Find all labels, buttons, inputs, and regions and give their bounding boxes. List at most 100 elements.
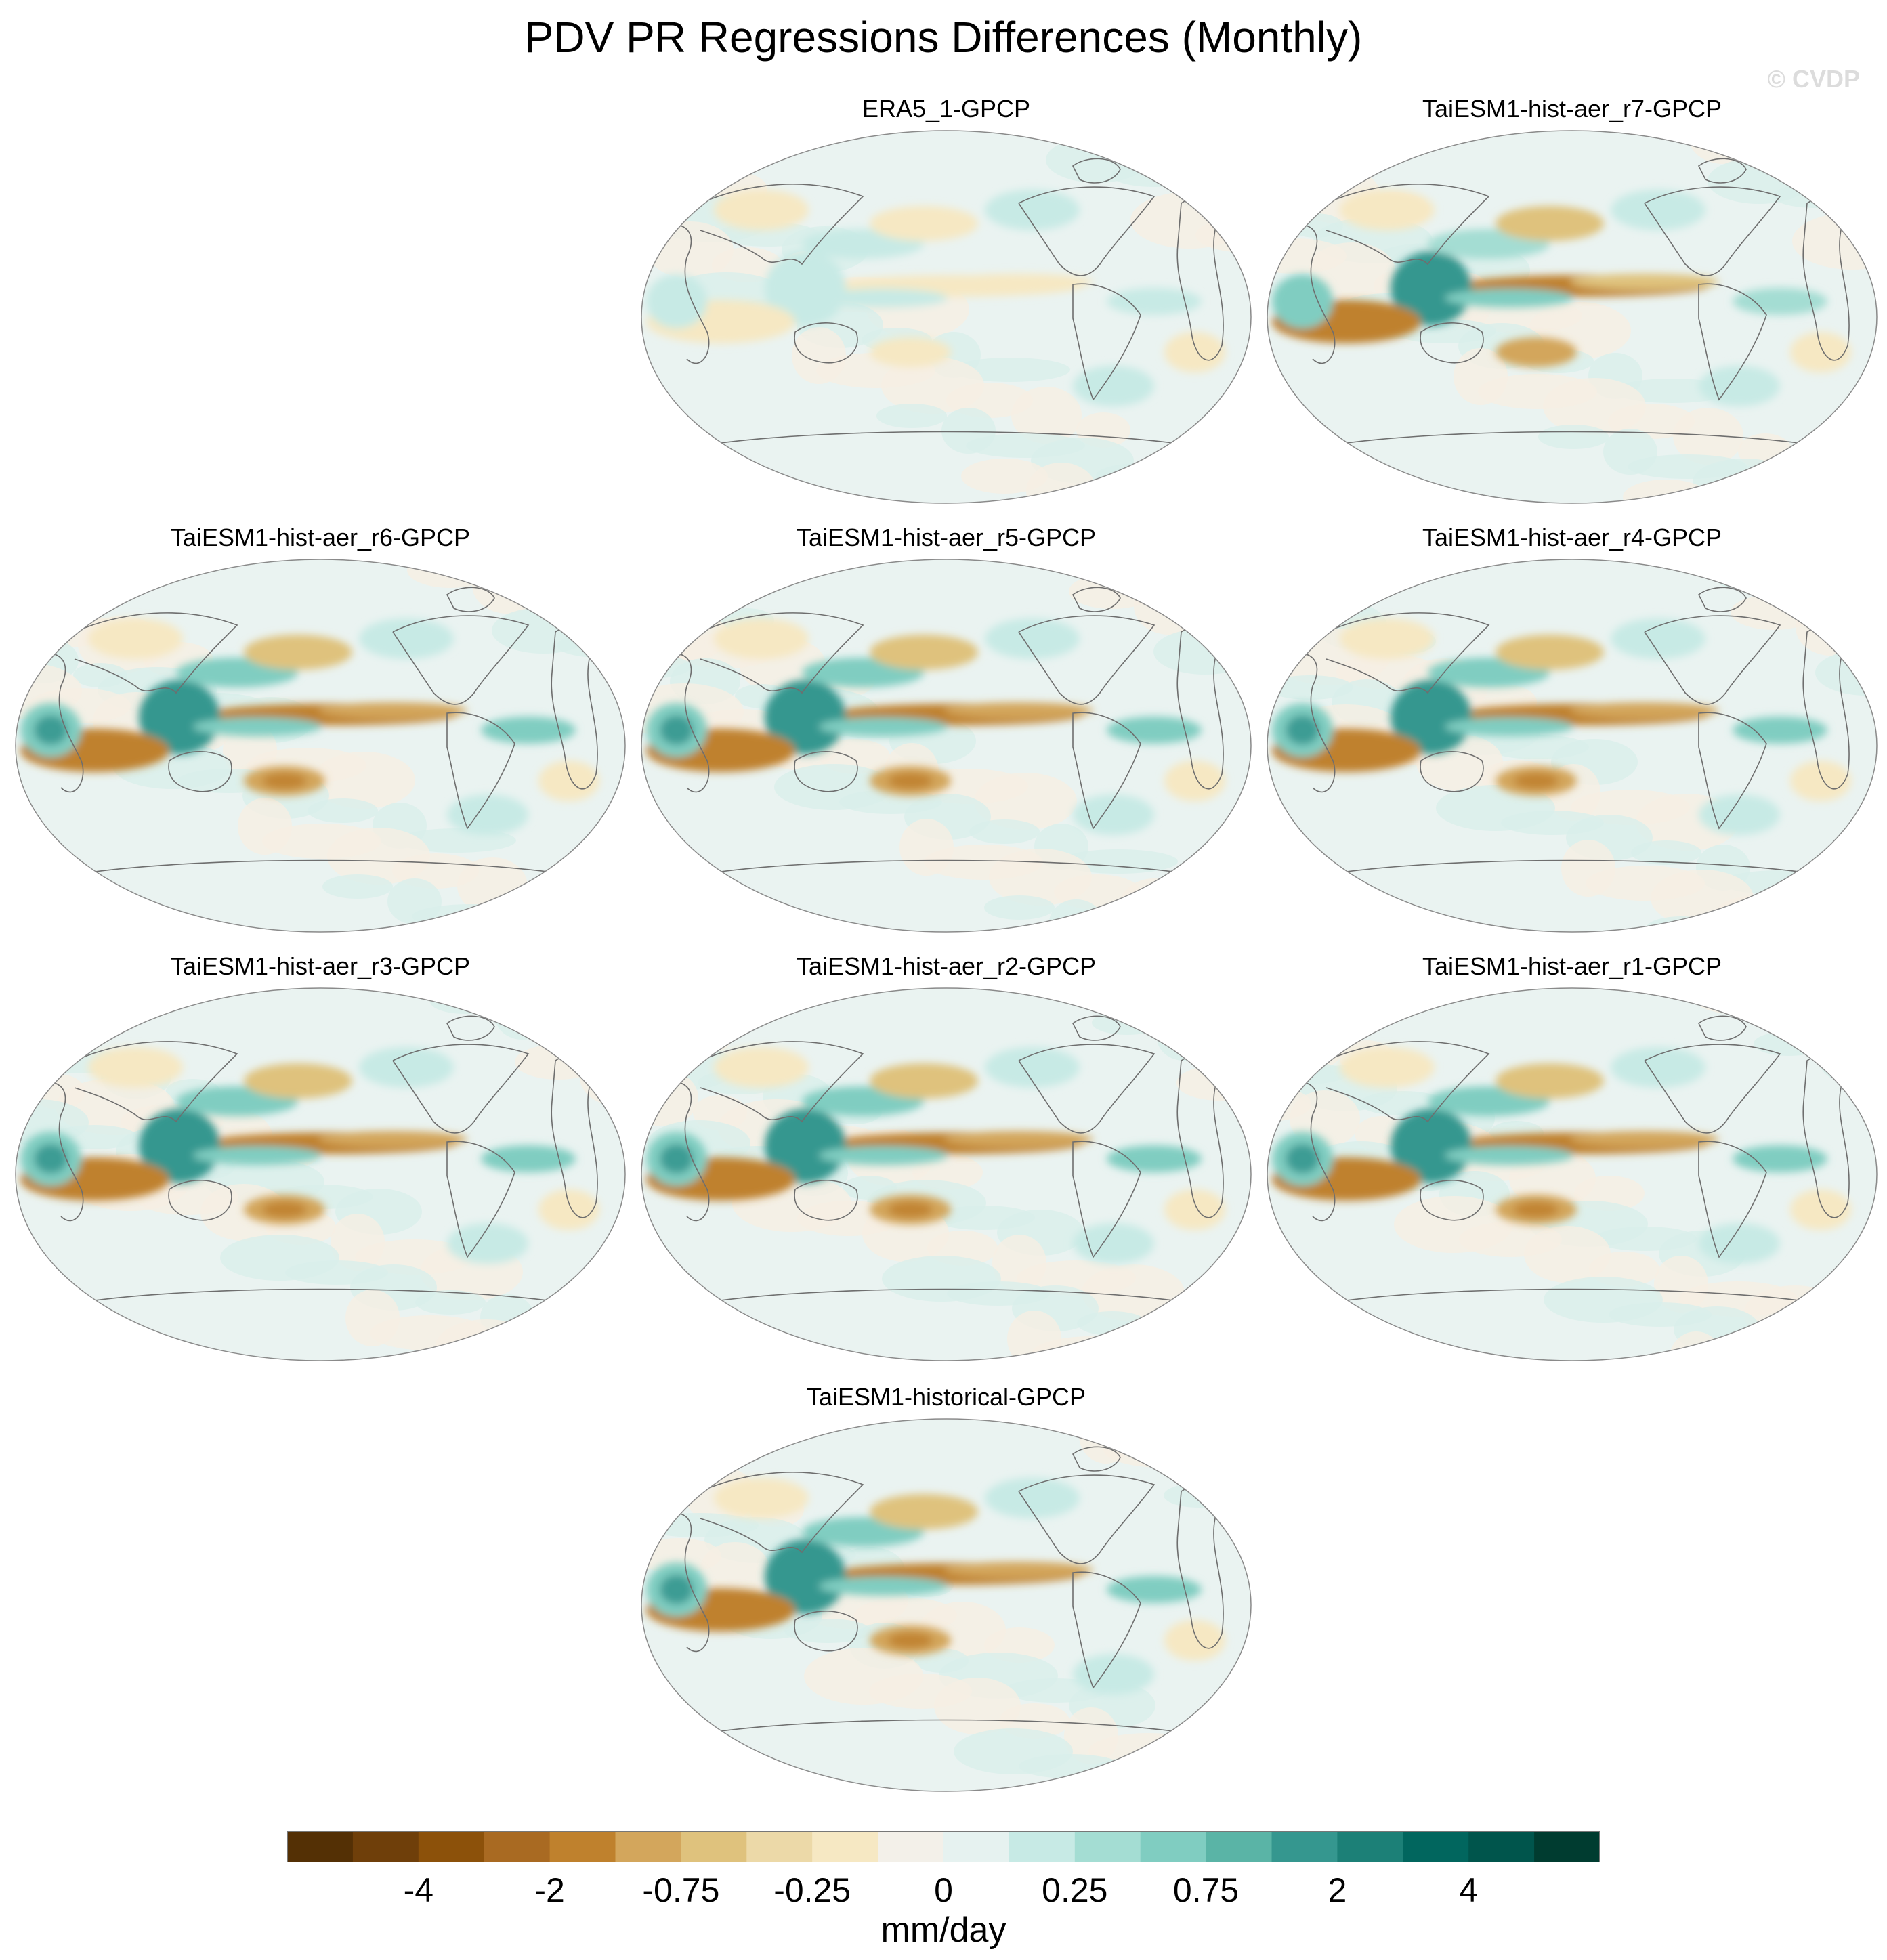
dry-anomaly xyxy=(870,206,978,241)
wet-anomaly xyxy=(1445,717,1573,736)
coastline xyxy=(659,653,710,793)
map-border xyxy=(641,987,1252,1361)
wet-anomaly xyxy=(1107,1145,1202,1172)
coastline xyxy=(700,1472,864,1554)
wet-anomaly xyxy=(1733,717,1827,744)
coastline xyxy=(33,1082,84,1222)
robinson-map xyxy=(1267,559,1878,933)
wet-anomaly xyxy=(359,618,454,659)
dry-anomaly xyxy=(870,337,951,367)
map-panel: ERA5_1-GPCP xyxy=(639,95,1253,521)
coastline xyxy=(74,1041,238,1123)
wet-anomaly xyxy=(1611,1047,1705,1088)
panel-title: TaiESM1-hist-aer_r7-GPCP xyxy=(1422,95,1722,123)
colorbar-tick-label: 4 xyxy=(1459,1871,1479,1909)
colorbar-box xyxy=(746,1831,813,1862)
map-panel: TaiESM1-historical-GPCP xyxy=(639,1383,1253,1810)
wet-anomaly xyxy=(1073,794,1154,835)
dry-anomaly xyxy=(870,635,978,670)
coastline xyxy=(1420,1180,1484,1221)
wet-anomaly xyxy=(819,1577,948,1596)
dry-anomaly xyxy=(944,1562,1093,1578)
map-panel: TaiESM1-hist-aer_r3-GPCP xyxy=(14,952,627,1379)
coastline xyxy=(392,1044,530,1134)
wet-anomaly xyxy=(765,251,846,326)
coastline xyxy=(1644,615,1781,705)
map-border xyxy=(641,1418,1252,1792)
coastline xyxy=(1326,612,1490,694)
coastline xyxy=(1698,1141,1767,1258)
dry-anomaly xyxy=(870,1494,978,1529)
cvdp-watermark: © CVDP xyxy=(1767,65,1860,93)
dry-anomaly xyxy=(1790,332,1851,372)
coastline xyxy=(1644,1044,1781,1134)
coastline xyxy=(446,587,495,612)
dry-anomaly xyxy=(1340,1047,1435,1088)
dry-anomaly xyxy=(1164,1189,1225,1230)
wet-anomaly xyxy=(1107,288,1202,315)
wet-anomaly xyxy=(1107,717,1202,744)
coastline xyxy=(1698,283,1767,401)
dry-anomaly xyxy=(714,1478,809,1518)
colorbar xyxy=(287,1831,1600,1862)
colorbar-tick-label: -2 xyxy=(534,1871,565,1909)
wet-anomaly xyxy=(985,1478,1080,1518)
map-panel: TaiESM1-hist-aer_r7-GPCP xyxy=(1265,95,1879,521)
colorbar-tick-label: 2 xyxy=(1328,1871,1347,1909)
dry-anomaly xyxy=(1570,702,1719,719)
map-border xyxy=(1267,130,1878,504)
wet-anomaly xyxy=(193,717,322,736)
coastline xyxy=(1319,1288,1828,1305)
wet-anomaly xyxy=(481,1145,576,1172)
coastline xyxy=(1697,587,1747,612)
dry-anomaly xyxy=(1340,618,1435,659)
coastline xyxy=(1072,1571,1141,1689)
coastline xyxy=(1420,751,1484,792)
coastline xyxy=(693,1288,1202,1305)
colorbar-box xyxy=(1534,1831,1600,1862)
dry-anomaly xyxy=(1790,761,1851,801)
colorbar-box xyxy=(1009,1831,1076,1862)
coastline xyxy=(1319,431,1828,448)
colorbar-box xyxy=(1074,1831,1141,1862)
map-panel: TaiESM1-hist-aer_r2-GPCP xyxy=(639,952,1253,1379)
figure-title: PDV PR Regressions Differences (Monthly) xyxy=(524,13,1363,62)
dry-anomaly xyxy=(244,635,352,670)
colorbar-box xyxy=(1271,1831,1338,1862)
coastline xyxy=(693,859,1202,876)
coastline xyxy=(1018,186,1155,276)
coastline xyxy=(794,751,858,792)
colorbar-box xyxy=(1206,1831,1272,1862)
dry-anomaly xyxy=(944,702,1093,719)
wet-anomaly xyxy=(985,1047,1080,1088)
wet-anomaly xyxy=(819,717,948,736)
coastline xyxy=(659,1082,710,1222)
wet-anomaly xyxy=(646,274,707,328)
map-border xyxy=(641,559,1252,933)
panel-title: TaiESM1-hist-aer_r1-GPCP xyxy=(1422,952,1722,980)
map-border xyxy=(15,987,626,1361)
wet-anomaly xyxy=(1073,366,1154,406)
coastline xyxy=(1698,712,1767,830)
robinson-map xyxy=(641,987,1252,1361)
panel-title: TaiESM1-hist-aer_r5-GPCP xyxy=(796,524,1097,551)
coastline xyxy=(1072,1446,1121,1472)
coastline xyxy=(1326,184,1490,265)
coastline xyxy=(446,1015,495,1041)
map-panel: TaiESM1-hist-aer_r6-GPCP xyxy=(14,524,627,950)
coastline xyxy=(1326,1041,1490,1123)
coastline xyxy=(392,615,530,705)
coastline xyxy=(700,184,864,265)
dry-anomaly xyxy=(1340,190,1435,230)
coastline xyxy=(33,653,84,793)
coastline xyxy=(700,1041,864,1123)
coastline xyxy=(1697,158,1747,184)
coastline xyxy=(1072,283,1141,401)
coastline xyxy=(74,612,238,694)
wet-anomaly xyxy=(1733,1145,1827,1172)
colorbar-box xyxy=(944,1831,1010,1862)
coastline xyxy=(693,1719,1202,1736)
colorbar-tick-label: 0.25 xyxy=(1042,1871,1108,1909)
dry-anomaly xyxy=(714,1047,809,1088)
dry-anomaly xyxy=(714,190,809,230)
